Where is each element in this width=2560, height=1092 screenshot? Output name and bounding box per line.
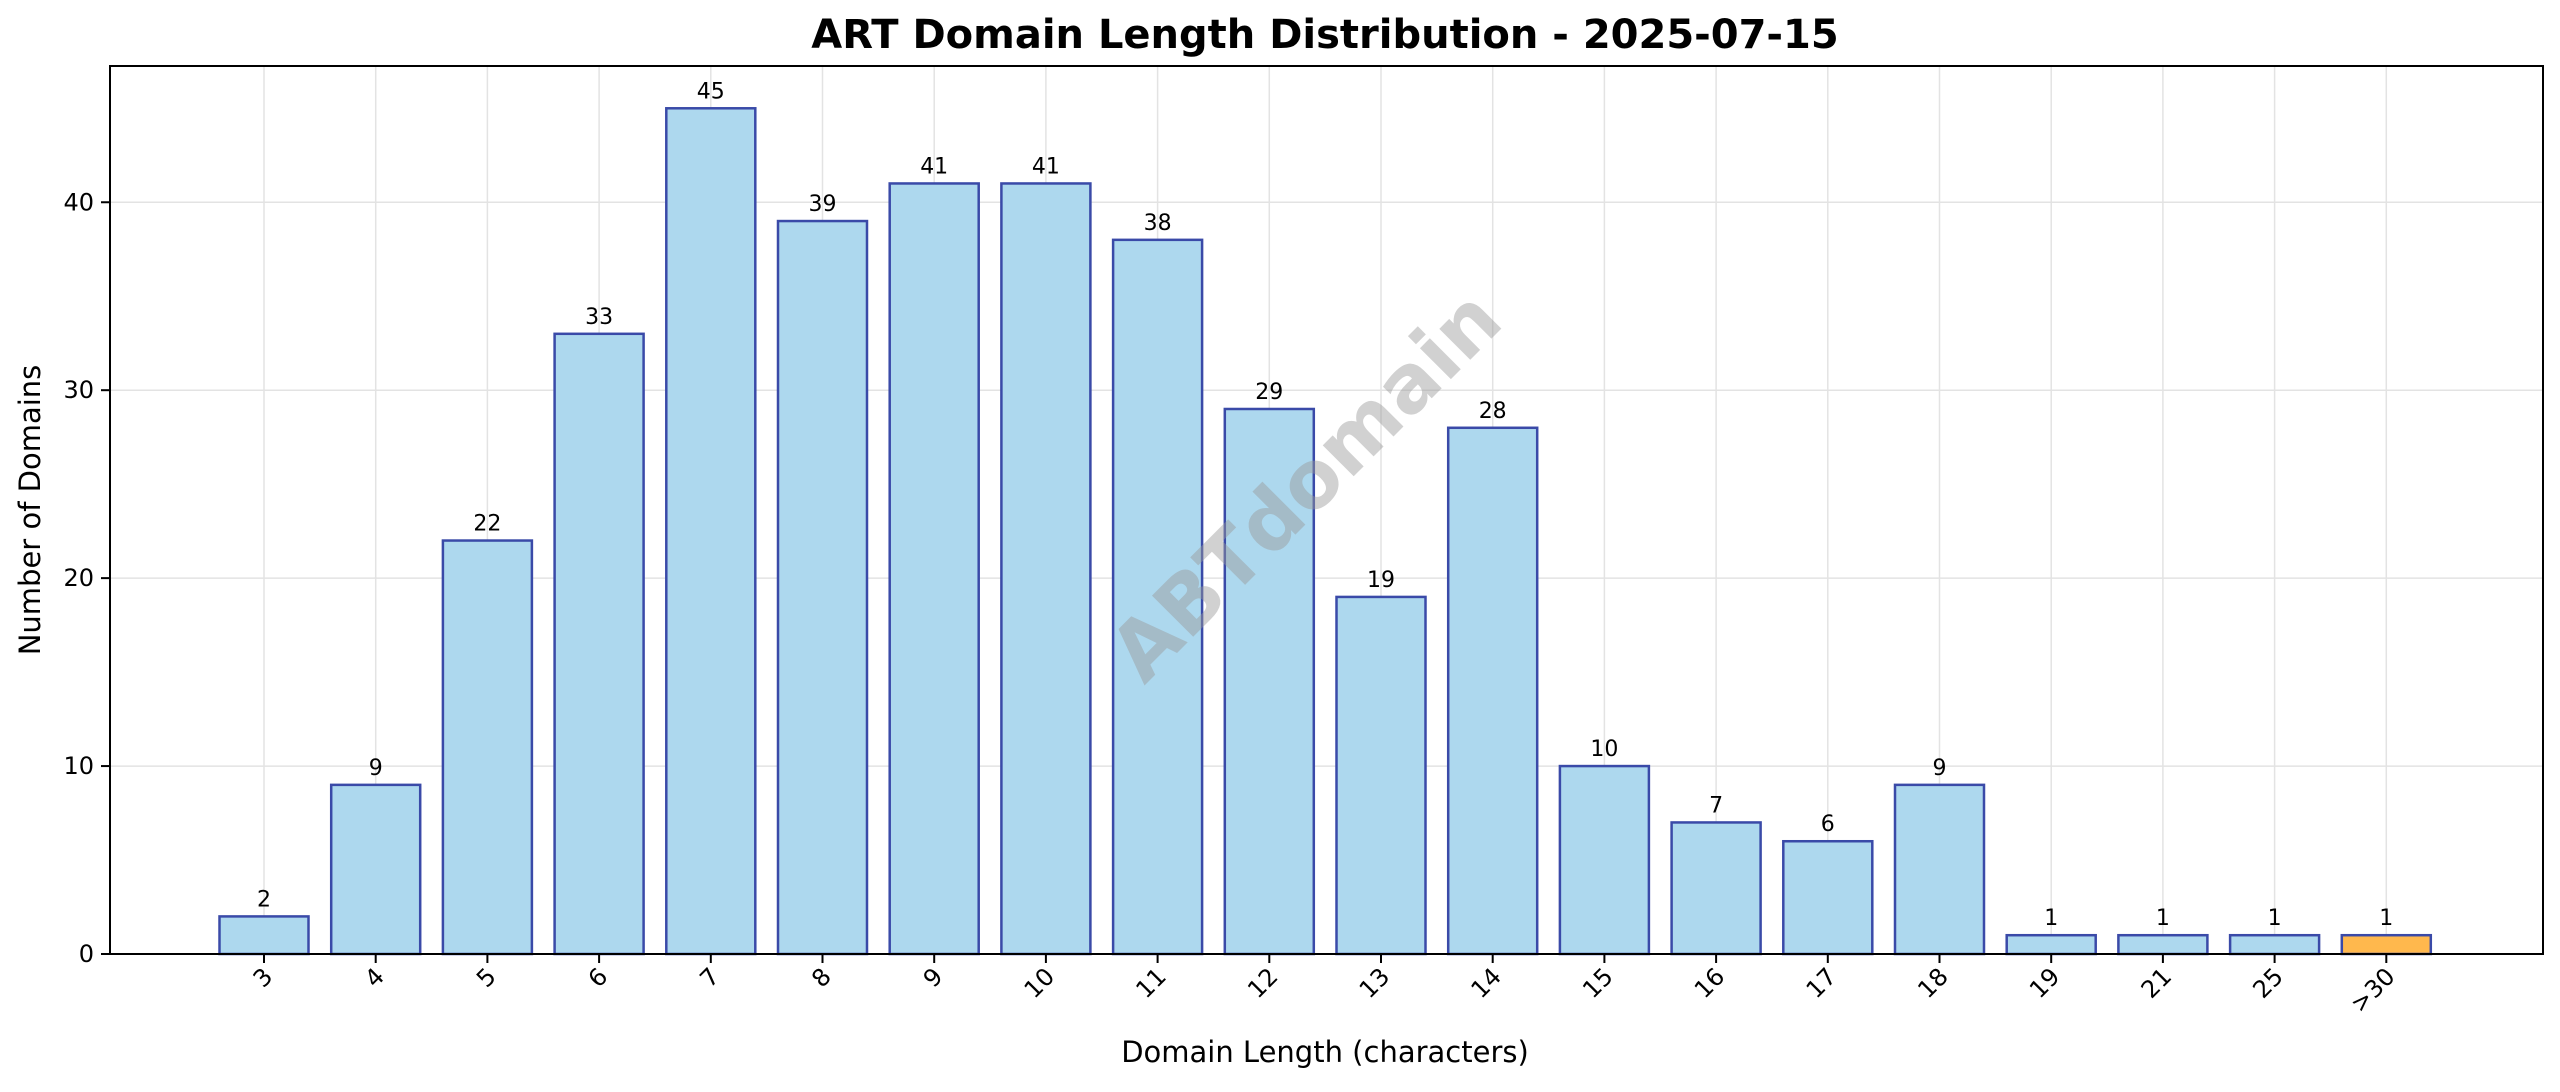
bar: [1111, 238, 1204, 956]
bar-value-label: 19: [1367, 568, 1395, 593]
bar: [2340, 933, 2433, 956]
x-tick-label: 4: [359, 962, 390, 993]
bar: [888, 182, 980, 956]
bar: [1670, 821, 1762, 956]
bar-value-label: 9: [1933, 756, 1947, 781]
chart-title: ART Domain Length Distribution - 2025-07…: [811, 12, 1838, 58]
y-tick-label: 40: [63, 188, 94, 216]
x-tick-label: 8: [806, 962, 837, 993]
x-tick-label: >30: [2345, 962, 2401, 1018]
bar-value-label: 1: [2044, 906, 2058, 931]
x-tick-label: 14: [1466, 962, 1507, 1003]
bar-value-label: 33: [585, 305, 613, 330]
y-axis-label: Number of Domains: [13, 365, 47, 656]
bar-layer: [218, 107, 2433, 956]
x-tick-label: 11: [1130, 962, 1171, 1003]
bar: [1782, 839, 1874, 956]
x-tick-label: 19: [2024, 962, 2065, 1003]
bar-value-label: 1: [2156, 906, 2170, 931]
bar-value-label: 7: [1709, 793, 1723, 818]
bar-value-label: 38: [1144, 211, 1172, 236]
bar: [1893, 783, 1986, 956]
bar: [1000, 182, 1092, 956]
bar-value-label: 28: [1479, 399, 1507, 424]
y-tick-label: 0: [79, 940, 94, 968]
bar-value-label: 29: [1255, 380, 1283, 405]
x-tick-label: 10: [1019, 962, 1060, 1003]
plot-area-frame: [109, 65, 2544, 955]
x-tick-label: 5: [471, 962, 502, 993]
bar-value-label: 2: [257, 887, 271, 912]
bar: [441, 539, 534, 956]
bar: [665, 107, 757, 956]
x-tick-label: 15: [1577, 962, 1618, 1003]
bar: [2117, 933, 2209, 956]
bar: [776, 219, 869, 956]
bar-value-label: 45: [697, 79, 725, 104]
x-tick-label: 12: [1242, 962, 1283, 1003]
bar: [1558, 764, 1651, 956]
x-tick-label: 18: [1912, 962, 1953, 1003]
x-tick-label: 25: [2247, 962, 2288, 1003]
x-axis-label: Domain Length (characters): [1121, 1035, 1529, 1069]
bar-value-label: 39: [809, 192, 837, 217]
x-tick-label: 3: [248, 962, 279, 993]
bar: [553, 332, 645, 956]
bar: [2005, 933, 2097, 956]
x-tick-label: 6: [583, 962, 614, 993]
y-tick-label: 10: [63, 752, 94, 780]
bar-value-label: 10: [1590, 737, 1618, 762]
bar: [1446, 426, 1539, 956]
bar-value-label: 1: [2268, 906, 2282, 931]
bar: [1335, 595, 1427, 956]
y-tick-label: 20: [63, 564, 94, 592]
x-tick-label: 21: [2136, 962, 2177, 1003]
bar: [329, 783, 422, 956]
x-tick-label: 17: [1801, 962, 1842, 1003]
bar-value-label: 9: [369, 756, 383, 781]
bar-value-label: 1: [2379, 906, 2393, 931]
x-tick-label: 16: [1689, 962, 1730, 1003]
bar-value-label: 6: [1821, 812, 1835, 837]
bar-value-label: 22: [473, 512, 501, 537]
bar-value-label: 41: [1032, 154, 1060, 179]
x-tick-label: 9: [918, 962, 949, 993]
y-tick-label: 30: [63, 376, 94, 404]
x-tick-label: 13: [1354, 962, 1395, 1003]
bar-value-label: 41: [920, 154, 948, 179]
x-tick-label: 7: [694, 962, 725, 993]
bar: [218, 915, 310, 956]
bar: [2228, 933, 2321, 956]
